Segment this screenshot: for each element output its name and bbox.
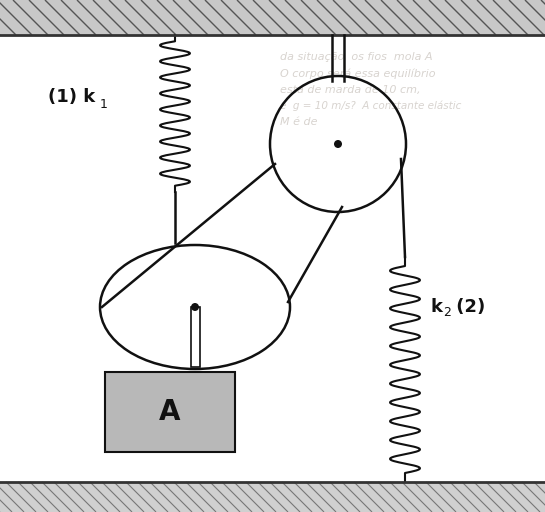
- Bar: [0, 482, 545, 512]
- Bar: [0, 0, 545, 35]
- Text: e  g = 10 m/s?  A constante elástic: e g = 10 m/s? A constante elástic: [280, 101, 462, 111]
- Text: da situação  os fios  mola A: da situação os fios mola A: [280, 52, 433, 62]
- Circle shape: [191, 303, 199, 311]
- Circle shape: [334, 140, 342, 148]
- Text: esta de marda de 10 cm,: esta de marda de 10 cm,: [280, 85, 421, 95]
- Bar: [105, 372, 235, 452]
- Text: (1) k: (1) k: [48, 88, 95, 106]
- Text: (2): (2): [450, 298, 485, 316]
- Text: O corpo será essa equilíbrio: O corpo será essa equilíbrio: [280, 69, 435, 79]
- Text: A: A: [159, 398, 181, 426]
- Bar: [191, 307, 199, 367]
- Text: 2: 2: [443, 306, 451, 318]
- Bar: [0, 35, 545, 482]
- Text: 1: 1: [100, 97, 108, 111]
- Text: k: k: [430, 298, 442, 316]
- Text: M é de: M é de: [280, 117, 318, 127]
